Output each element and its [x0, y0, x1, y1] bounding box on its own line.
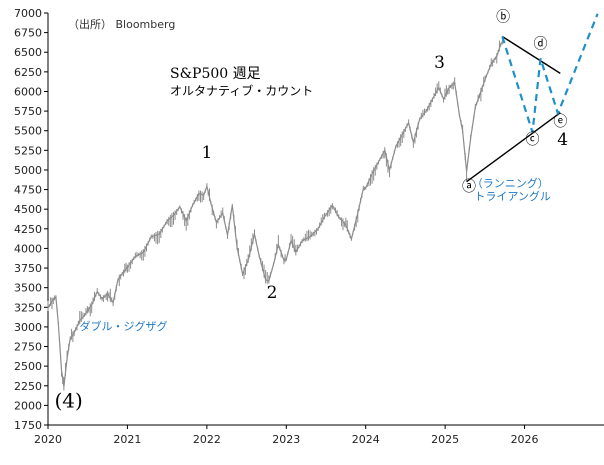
y-tick-label: 6500 [14, 46, 42, 59]
y-tick-label: 5000 [14, 164, 42, 177]
annotation-label: （ランニング） [472, 176, 549, 190]
annotation-label: ⓒ [526, 132, 540, 148]
annotation-label: 1 [201, 143, 212, 163]
y-tick-label: 3500 [14, 282, 42, 295]
chart-subtitle: オルタナティブ・カウント [170, 83, 313, 98]
y-tick-label: 3250 [14, 301, 42, 314]
y-tick-label: 7000 [14, 7, 42, 20]
annotation-label: 4 [557, 130, 568, 150]
x-tick-label: 2022 [193, 433, 221, 446]
y-tick-label: 4500 [14, 203, 42, 216]
y-tick-label: 6000 [14, 85, 42, 98]
y-tick-label: 2000 [14, 399, 42, 412]
x-tick-label: 2024 [352, 433, 380, 446]
y-tick-label: 1750 [14, 419, 42, 432]
y-tick-label: 6250 [14, 66, 42, 79]
y-tick-label: 5500 [14, 125, 42, 138]
price-line [47, 39, 505, 387]
chart-axes: 7000 6750 6500 6250 6000 5750 5500 5250 5000 4750… [14, 7, 604, 446]
annotation-label: 3 [434, 53, 445, 73]
x-tick-label: 2021 [113, 433, 141, 446]
y-tick-label: 4000 [14, 242, 42, 255]
y-tick-label: 4250 [14, 223, 42, 236]
triangle-trendline [466, 112, 561, 183]
x-tick-label: 2025 [431, 433, 459, 446]
y-tick-label: 2500 [14, 360, 42, 373]
chart-series [47, 13, 599, 391]
annotation-label: ダブル・ジグザグ [79, 319, 167, 333]
y-tick-label: 3750 [14, 262, 42, 275]
triangle-trendline [501, 35, 561, 74]
annotation-label: トライアングル [474, 189, 551, 203]
annotation-label: ⓑ [496, 10, 510, 26]
y-tick-label: 5750 [14, 105, 42, 118]
x-tick-label: 2023 [272, 433, 300, 446]
y-tick-label: 4750 [14, 184, 42, 197]
x-tick-label: 2026 [511, 433, 539, 446]
chart-source: （出所） Bloomberg [68, 17, 175, 31]
annotation-label: 2 [267, 283, 278, 303]
projected-path-line [501, 13, 599, 133]
annotation-label: ⓓ [533, 36, 547, 52]
annotation-label: ⓐ [462, 179, 476, 195]
y-tick-label: 3000 [14, 321, 42, 334]
x-tick-label: 2020 [34, 433, 62, 446]
annotation-label: ⓔ [553, 114, 567, 130]
y-tick-label: 6750 [14, 27, 42, 40]
y-tick-label: 5250 [14, 144, 42, 157]
y-tick-label: 2250 [14, 380, 42, 393]
chart-title: S&P500 週足 [170, 66, 261, 82]
y-tick-label: 2750 [14, 341, 42, 354]
annotation-label: (4) [54, 388, 82, 412]
